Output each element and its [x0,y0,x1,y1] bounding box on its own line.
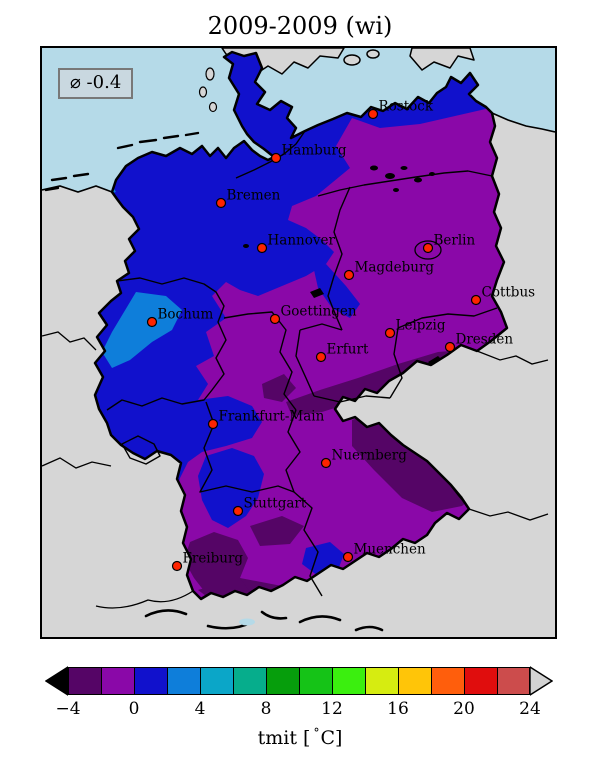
city-marker [320,457,332,469]
colorbar-segment [233,667,266,695]
city-label: Hannover [268,233,336,249]
neighbor-borders [42,331,549,609]
colorbar-segment [365,667,398,695]
mecklenburg-lakes [243,165,435,248]
city-label: Stuttgart [244,496,307,512]
city-marker [343,269,355,281]
mean-value-badge: ⌀ -0.4 [58,68,134,99]
city-label: Leipzig [396,318,446,334]
colorbar-segment [398,667,431,695]
state-borders [106,130,498,597]
colorbar-axis-label: tmit [°C] [0,726,600,749]
city-label: Muenchen [354,542,426,558]
region-blue-patches [198,264,360,576]
colorbar-segment [497,667,530,695]
colorbar-tick: 20 [453,699,475,719]
city-marker [146,316,158,328]
north-frisian-islands [198,67,218,113]
city-marker [444,341,456,353]
city-marker [256,242,268,254]
wadden-islands [44,131,200,192]
city-marker [232,505,244,517]
city-marker [470,294,482,306]
colorbar-over-arrow [530,666,553,696]
alps-marks [144,609,384,632]
city-label: Dresden [456,332,514,348]
colorbar-tick: 12 [321,699,343,719]
colorbar-tick: −4 [55,699,81,719]
city-marker [342,551,354,563]
city-label: Hamburg [282,143,347,159]
city-markers: Rostock Hamburg Bremen Hannover Berlin Magdeb… [146,99,536,572]
degree-symbol: ° [313,726,320,740]
city-marker [215,197,227,209]
colorbar-segment [68,667,101,695]
city-label: Bremen [227,188,281,204]
colorbar-segment [332,667,365,695]
city-label: Erfurt [327,342,369,358]
city-label: Nuernberg [332,448,408,464]
polish-coastline [491,112,555,133]
map-axes: Rostock Hamburg Bremen Hannover Berlin Magdeb… [40,46,557,639]
city-label: Goettingen [281,304,357,320]
colorbar-label-prefix: tmit [ [257,727,311,749]
colorbar-segment [134,667,167,695]
colorbar-tick: 16 [387,699,409,719]
germany-border [93,50,509,601]
colorbar-segment [464,667,497,695]
city-label: Magdeburg [355,260,435,276]
colorbar-under-arrow [45,666,68,696]
colorbar-tick-labels: −4 0 4 8 12 16 20 24 [45,699,553,721]
germany-temperature-map: Rostock Hamburg Bremen Hannover Berlin Magdeb… [42,48,555,637]
city-marker [171,560,183,572]
colorbar-label-suffix: C] [320,727,343,749]
colorbar-segment [101,667,134,695]
plot-title: 2009-2009 (wi) [207,12,393,40]
colorbar-segment [431,667,464,695]
colorbar-tick: 24 [519,699,541,719]
city-label: Berlin [434,233,476,249]
city-marker [367,108,379,120]
lake-constance [239,618,255,626]
city-marker [207,418,219,430]
city-label: Rostock [379,99,434,115]
city-marker [269,313,281,325]
city-marker [315,351,327,363]
colorbar-segments [68,666,530,696]
colorbar-tick: 8 [260,699,272,719]
city-marker [384,327,396,339]
colorbar-tick: 0 [128,699,140,719]
colorbar-segment [167,667,200,695]
colorbar-segment [299,667,332,695]
city-label: Frankfurt-Main [219,409,325,425]
city-marker [270,152,282,164]
colorbar-tick: 4 [194,699,206,719]
dutch-coastline [42,185,113,193]
colorbar-segment [266,667,299,695]
colorbar [45,666,553,696]
colorbar-segment [200,667,233,695]
city-label: Bochum [158,307,214,323]
city-label: Cottbus [482,285,536,301]
city-label: Freiburg [183,551,244,567]
city-marker [422,242,434,254]
